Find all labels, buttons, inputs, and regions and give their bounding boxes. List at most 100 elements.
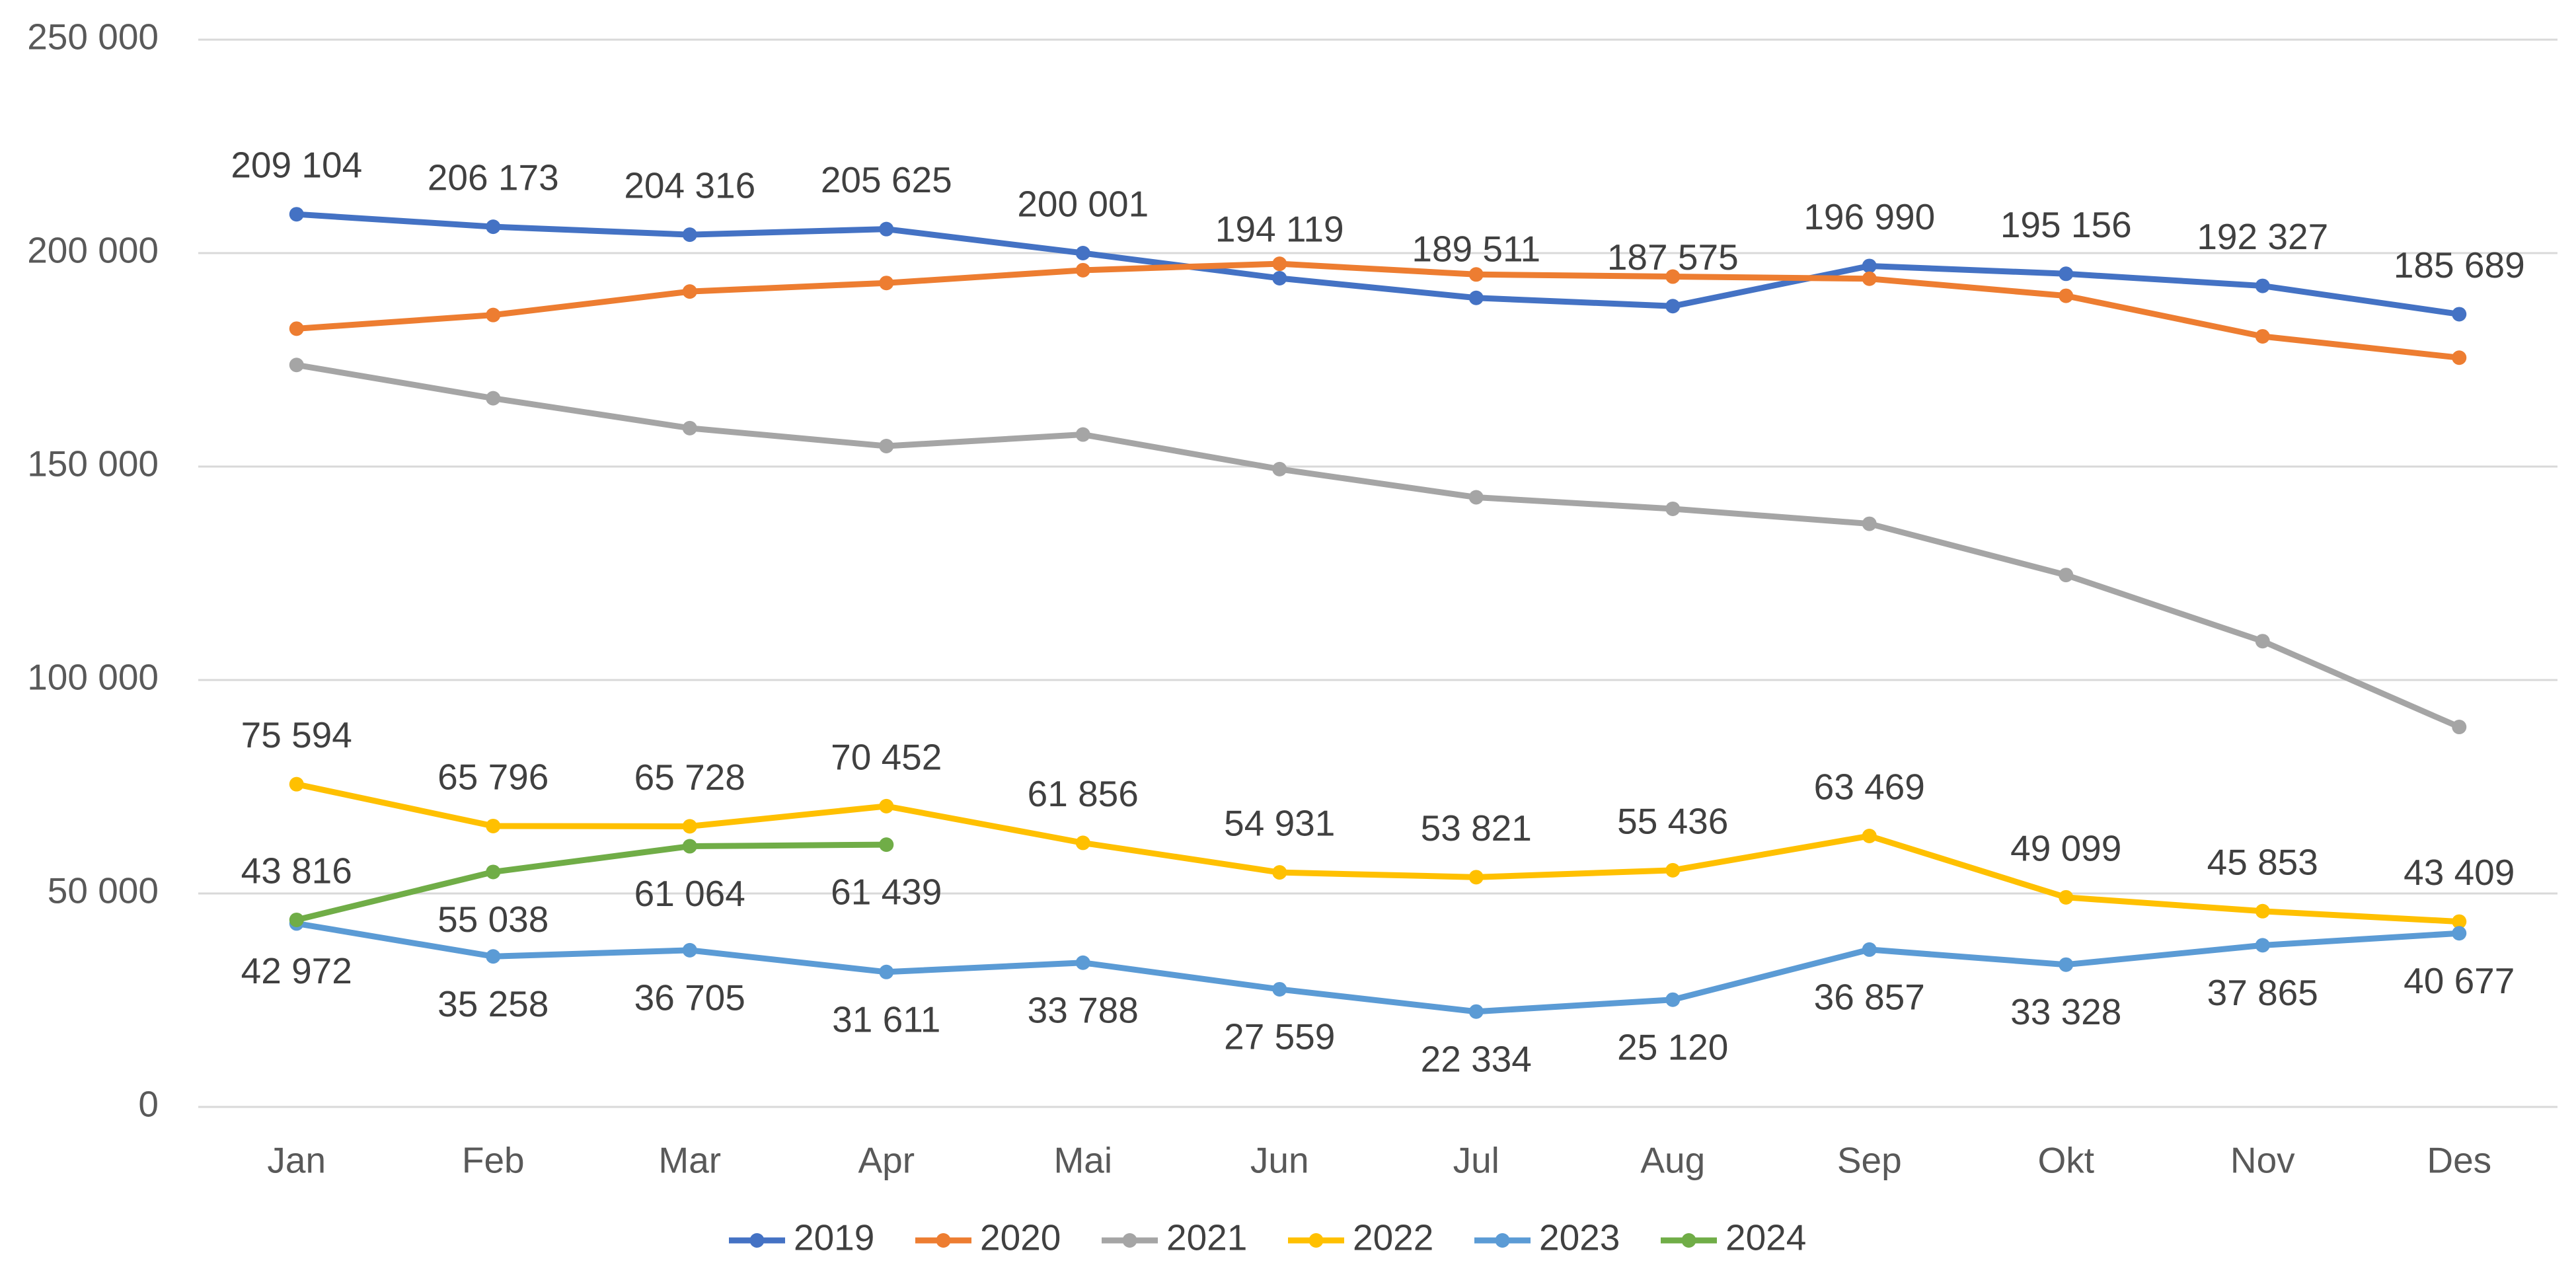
x-tick-label: Sep [1837,1140,1902,1181]
point [1468,267,1484,282]
y-tick-label: 50 000 [48,870,159,911]
point [1665,269,1681,284]
series-line [293,260,2462,361]
point [289,207,304,222]
data-label: 31 611 [832,999,940,1040]
point [1272,270,1287,285]
point [1075,262,1090,278]
point [1272,256,1287,272]
point [1075,955,1090,970]
data-label: 55 436 [1617,800,1728,841]
point [2452,307,2467,322]
axes: 0 50 000 100 000 150 000 200 000 250 000 Jan Fe… [27,17,2491,1181]
point [1468,1004,1484,1019]
series-line [293,841,890,923]
legend-label: 2021 [1166,1217,1247,1258]
point [682,284,697,299]
point [2059,957,2074,972]
point [879,221,894,237]
legend-marker [1495,1233,1510,1248]
data-label: 42 972 [241,950,352,991]
data-label: 43 409 [2404,852,2515,893]
point [1862,828,1877,843]
data-label: 22 334 [1421,1038,1532,1079]
data-label: 192 327 [2197,216,2328,257]
point [2059,266,2074,282]
y-tick-label: 200 000 [27,230,159,271]
data-label: 40 677 [2404,960,2515,1001]
x-tick-label: Jan [267,1140,326,1181]
x-tick-label: Nov [2230,1140,2295,1181]
point [1665,992,1681,1007]
point [2059,288,2074,303]
data-label: 36 857 [1814,976,1925,1017]
point [2452,926,2467,941]
data-label: 209 104 [231,145,362,186]
point [2255,903,2270,919]
x-tick-label: Okt [2037,1140,2094,1181]
point [879,964,894,979]
point [879,438,894,453]
point [682,227,697,243]
point [486,864,501,880]
point [1665,862,1681,878]
legend-marker [1308,1233,1324,1248]
series-line [293,781,2462,925]
point [1665,299,1681,314]
legend-label: 2019 [794,1217,874,1258]
x-tick-label: Mai [1053,1140,1112,1181]
point [682,420,697,436]
point [879,837,894,852]
x-tick-label: Jul [1453,1140,1499,1181]
legend-marker [1681,1233,1696,1248]
data-label: 33 788 [1028,989,1139,1030]
legend-marker [936,1233,951,1248]
y-tick-label: 150 000 [27,443,159,484]
y-tick-label: 250 000 [27,17,159,57]
point [682,839,697,854]
legend-label: 2022 [1353,1217,1433,1258]
data-label: 49 099 [2010,827,2121,868]
x-tick-label: Aug [1640,1140,1705,1181]
series-line [293,361,2462,730]
point [1272,981,1287,997]
data-label: 185 689 [2394,245,2525,285]
point [1075,245,1090,260]
y-tick-label: 100 000 [27,657,159,698]
data-label: 200 001 [1017,184,1149,225]
data-label: 45 853 [2207,841,2318,882]
x-tick-label: Des [2427,1140,2491,1181]
data-label: 70 452 [831,736,942,777]
grid [198,38,2557,1108]
legend-marker [749,1233,765,1248]
x-tick-label: Mar [658,1140,721,1181]
point [486,818,501,833]
data-label: 189 511 [1412,228,1540,269]
legend-marker [1122,1233,1137,1248]
data-label: 206 173 [428,157,559,198]
data-label: 65 796 [437,756,549,797]
legend: 2019 2020 2021 2022 2023 2024 [729,1217,1806,1258]
point [1468,290,1484,305]
point [2255,328,2270,344]
point [1862,258,1877,274]
lines [289,207,2467,1019]
point [1862,516,1877,531]
data-label: 35 258 [437,983,549,1024]
data-label: 55 038 [437,899,549,940]
data-label: 194 119 [1215,209,1344,250]
legend-label: 2020 [980,1217,1061,1258]
data-label: 25 120 [1617,1026,1728,1067]
data-label: 33 328 [2010,991,2121,1032]
point [1272,865,1287,880]
series-line [293,211,2462,317]
point [1468,870,1484,885]
point [879,798,894,814]
legend-label: 2024 [1725,1217,1806,1258]
x-tick-label: Jun [1250,1140,1309,1181]
point [2255,634,2270,649]
data-labels: 209 104 206 173 204 316 205 625 200 001 194 1… [231,145,2524,1080]
point [2452,914,2467,929]
series-line [293,920,2462,1015]
